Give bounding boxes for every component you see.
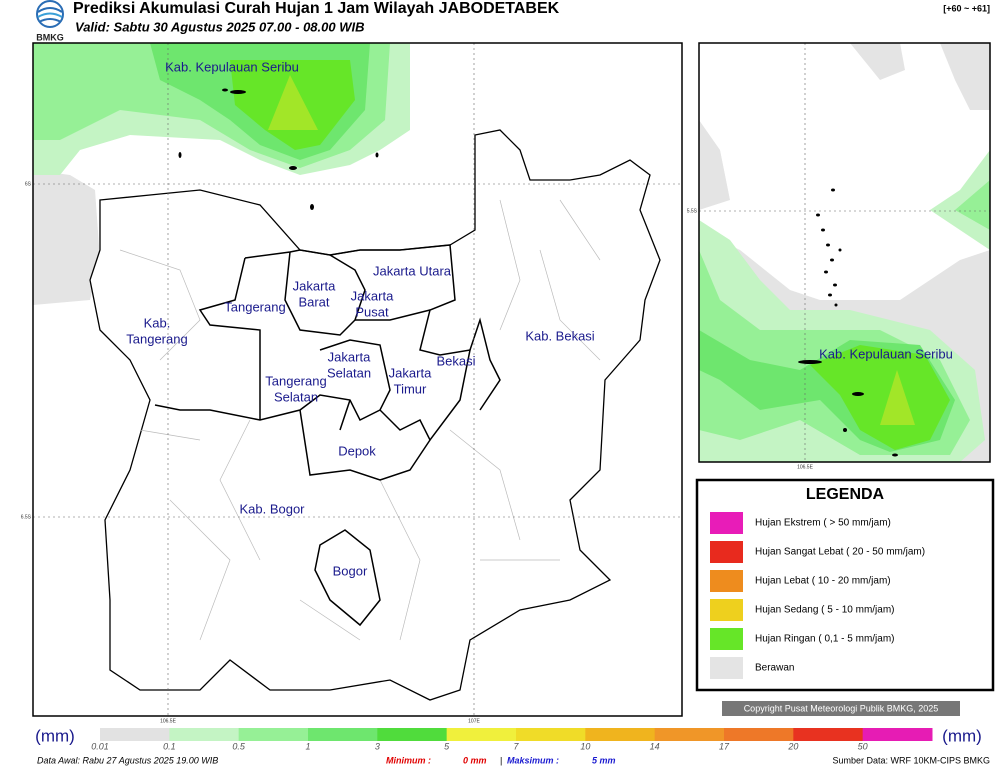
subtitle: Valid: Sabtu 30 Agustus 2025 07.00 - 08.…: [75, 19, 364, 34]
code: [+60 ~ +61]: [943, 3, 990, 13]
colorbar-tick-label: 50: [858, 741, 868, 751]
colorbar-segment: [862, 728, 933, 741]
copyright: Copyright Pusat Meteorologi Publik BMKG,…: [744, 703, 939, 713]
colorbar-segment: [793, 728, 864, 741]
region-label: Bogor: [333, 563, 368, 578]
legend-swatch: [710, 541, 743, 563]
map-labels: Kab. Kepulauan Seribu Jakarta Utara Jakart…: [126, 59, 595, 578]
colorbar-segment: [308, 728, 378, 741]
legend-swatch: [710, 512, 743, 534]
lon-label: 107E: [468, 718, 480, 724]
copyright-box: [722, 701, 960, 716]
colorbar-segment: [377, 728, 448, 741]
colorbar-tick-label: 0.5: [232, 741, 246, 751]
region-label: Pusat: [355, 304, 389, 319]
data-awal: Data Awal: Rabu 27 Agustus 2025 19.00 WI…: [37, 755, 218, 765]
colorbar-tick-label: 1: [305, 741, 310, 751]
legend-label: Hujan Sangat Lebat ( 20 - 50 mm/jam): [755, 547, 925, 558]
islands: [178, 88, 379, 210]
lon-label: 106.5E: [160, 718, 177, 724]
region-label: Jakarta: [328, 349, 371, 364]
region-label: Jakarta: [293, 278, 336, 293]
legend-title: LEGENDA: [806, 486, 885, 503]
legend-swatch: [710, 657, 743, 679]
colorbar-segment: [585, 728, 656, 741]
colorbar-tick-label: 17: [719, 741, 730, 751]
colorbar-segment: [100, 728, 170, 741]
region-label: Barat: [298, 294, 329, 309]
main-map: [33, 43, 682, 716]
min-label: Minimum :: [386, 755, 431, 765]
legend-box: [695, 478, 995, 692]
legend-label: Berawan: [755, 663, 794, 674]
region-label: Kab. Bekasi: [525, 328, 594, 343]
region-boundaries: [154, 244, 501, 627]
colorbar-segment: [724, 728, 794, 741]
region-label: Tangerang: [224, 299, 285, 314]
colorbar-segment: [446, 728, 517, 741]
colorbar-tick-label: 7: [513, 741, 519, 751]
colorbar-tick-label: 5: [444, 741, 450, 751]
region-label: Selatan: [327, 365, 371, 380]
lat-label: 6.5S: [21, 514, 32, 520]
logo: BMKG: [36, 0, 64, 42]
legend-swatch: [710, 570, 743, 592]
colorbar-tick-label: 20: [787, 741, 798, 751]
colorbar-segment: [654, 728, 725, 741]
colorbar-unit: (mm): [35, 726, 75, 745]
legend-label: Hujan Ekstrem ( > 50 mm/jam): [755, 518, 891, 529]
lat-label: 5.5S: [687, 208, 698, 214]
main-frame: [32, 42, 683, 717]
region-label: Kab. Bogor: [239, 501, 305, 516]
max-value: 5 mm: [592, 755, 616, 765]
region-label: Kab.: [144, 315, 171, 330]
logo-text: BMKG: [36, 32, 64, 42]
colorbar-tick-label: 0.1: [163, 741, 176, 751]
region-label: Jakarta Utara: [373, 263, 452, 278]
region-label: Jakarta: [389, 365, 432, 380]
district-lines: [119, 199, 601, 641]
legend-label: Hujan Lebat ( 10 - 20 mm/jam): [755, 576, 891, 587]
region-label: Tangerang: [265, 373, 326, 388]
colorbar-tick-label: 14: [650, 741, 660, 751]
lon-label: 106.5E: [797, 464, 814, 470]
colorbar-tick-label: 0.01: [91, 741, 109, 751]
legend-label: Hujan Sedang ( 5 - 10 mm/jam): [755, 605, 895, 616]
graticule: [33, 43, 682, 716]
lat-label: 6S: [25, 181, 32, 187]
max-label: Maksimum :: [507, 755, 559, 765]
colorbar-segment: [516, 728, 586, 741]
colorbar-segment: [169, 728, 240, 741]
region-label: Selatan: [274, 389, 318, 404]
separator: |: [500, 755, 502, 765]
inset-label: Kab. Kepulauan Seribu: [819, 346, 953, 361]
legend-swatch: [710, 628, 743, 650]
region-label: Kab. Kepulauan Seribu: [165, 59, 299, 74]
colorbar-tick-label: 10: [580, 741, 590, 751]
legend-items: Hujan Ekstrem ( > 50 mm/jam) Hujan Sangat…: [710, 512, 925, 679]
region-label: Jakarta: [351, 288, 394, 303]
source: Sumber Data: WRF 10KM-CIPS BMKG: [832, 755, 990, 765]
legend-swatch: [710, 599, 743, 621]
colorbar-segment: [238, 728, 309, 741]
colorbar-unit: (mm): [942, 726, 982, 745]
legend-label: Hujan Ringan ( 0,1 - 5 mm/jam): [755, 634, 895, 645]
region-label: Timur: [394, 381, 427, 396]
min-value: 0 mm: [463, 755, 487, 765]
cloud-area: [33, 170, 100, 305]
title: Prediksi Akumulasi Curah Hujan 1 Jam Wil…: [73, 0, 560, 17]
colorbar-tick-label: 3: [375, 741, 380, 751]
inset-map: [699, 43, 990, 462]
region-label: Tangerang: [126, 331, 187, 346]
rain-area: [268, 75, 318, 130]
inset-frame: [698, 42, 991, 463]
region-label: Bekasi: [436, 353, 475, 368]
region-label: Depok: [338, 443, 376, 458]
colorbar: 0.01 0.1 0.5 1 3 5 7 10 14 17 20 50: [91, 728, 933, 751]
